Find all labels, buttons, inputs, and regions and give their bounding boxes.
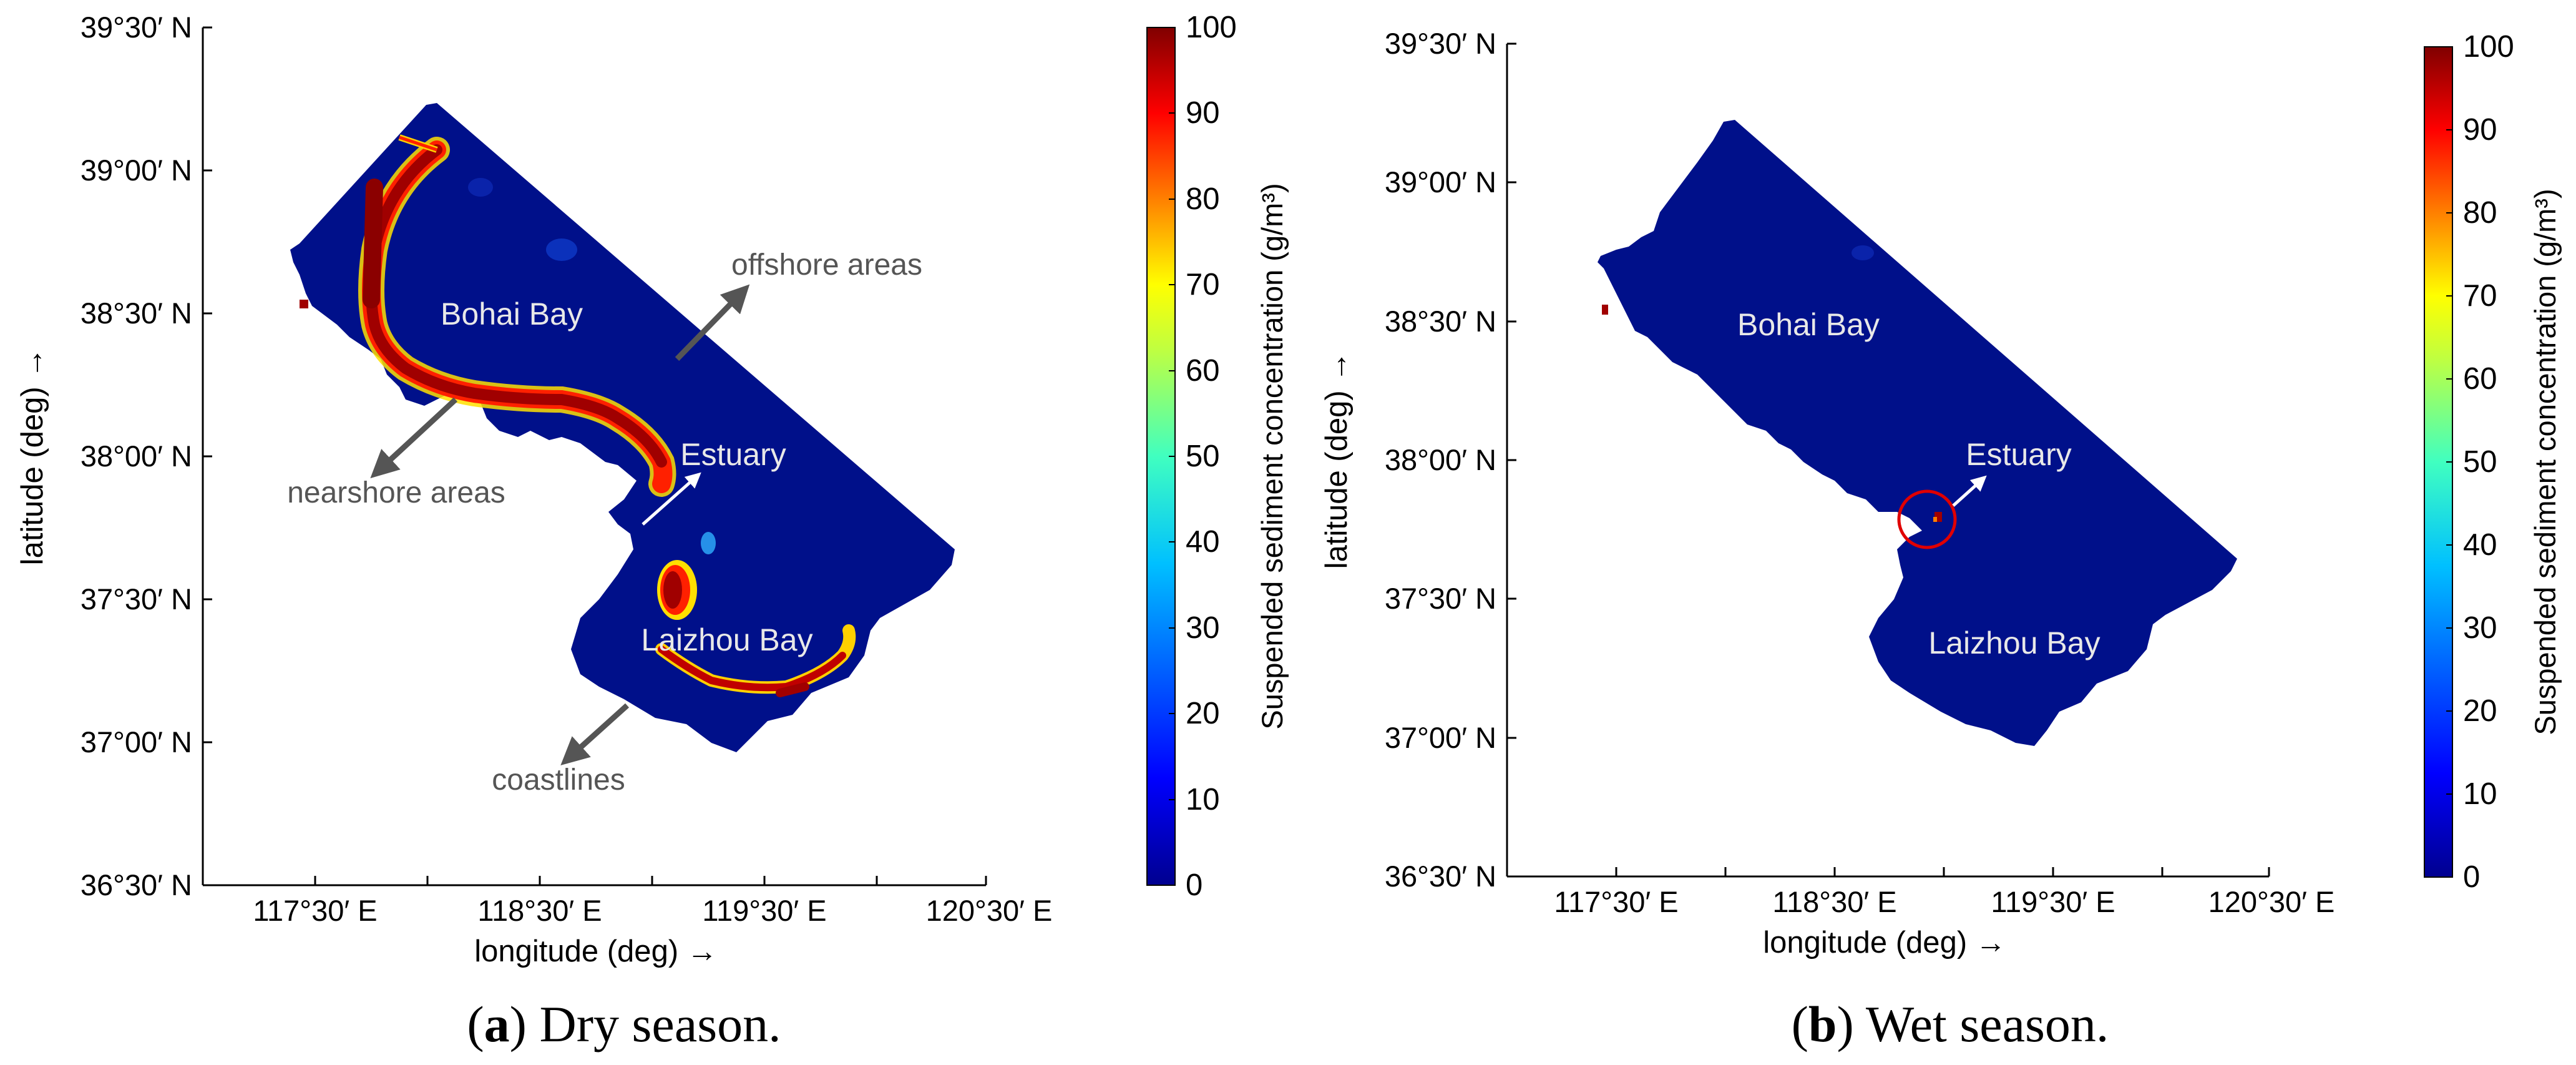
panel-b-caption: (b) Wet season.: [1792, 996, 2109, 1053]
panel-b-colorbar-label: Suspended sediment concentration (g/m³): [2529, 189, 2562, 735]
panel-a-arrow-nearshore: [370, 397, 458, 479]
panel-a-cbtick-20: 20: [1186, 697, 1220, 730]
panel-b-ytick-2: 39°00′ N: [1385, 165, 1496, 199]
panel-a-arrow-coastlines: [560, 703, 630, 766]
panel-a-ytick-6: 37°00′ N: [80, 725, 192, 758]
panel-b-label-estuary: Estuary: [1966, 437, 2072, 472]
panel-b-cbtick-50: 50: [2463, 445, 2497, 479]
panel-b-xtick-2: 118°30′ E: [1772, 885, 1896, 918]
panel-a-cbtick-80: 80: [1186, 182, 1220, 216]
panel-b-cbtick-70: 70: [2463, 279, 2497, 313]
panel-a-ytick-5: 37°30′ N: [80, 582, 192, 616]
panel-b-sea-area: [1598, 120, 2237, 746]
panel-b-cbtick-30: 30: [2463, 611, 2497, 645]
panel-a: 39°30′ N 39°00′ N 38°30′ N 38°00′ N 37°3…: [16, 11, 1289, 1053]
panel-b-cbtick-10: 10: [2463, 777, 2497, 811]
panel-b-xtick-1: 117°30′ E: [1554, 885, 1678, 918]
panel-b-cbtick-0: 0: [2463, 860, 2480, 894]
panel-b-arrow-estuary: [1952, 475, 1987, 507]
panel-a-ytick-3: 38°30′ N: [80, 297, 192, 330]
panel-a-label-estuary: Estuary: [680, 437, 786, 472]
panel-a-xtick-3: 119°30′ E: [702, 894, 826, 927]
panel-a-annot-coastlines: coastlines: [492, 763, 625, 797]
panel-b-ytick-6: 37°00′ N: [1385, 721, 1496, 754]
panel-a-cbtick-100: 100: [1186, 11, 1237, 44]
panel-a-ylabel: latitude (deg) →: [16, 348, 49, 566]
panel-a-cbtick-30: 30: [1186, 611, 1220, 645]
panel-a-cbtick-70: 70: [1186, 268, 1220, 302]
panel-a-ytick-2: 39°00′ N: [80, 154, 192, 187]
panel-b-cbtick-60: 60: [2463, 362, 2497, 396]
panel-b-ytick-5: 37°30′ N: [1385, 582, 1496, 615]
panel-b-cbtick-100: 100: [2463, 30, 2514, 64]
panel-b-map: Bohai Bay Estuary Laizhou Bay: [1598, 120, 2237, 746]
panel-b-label-bohai-bay: Bohai Bay: [1737, 307, 1880, 342]
panel-a-cbtick-60: 60: [1186, 354, 1220, 388]
panel-b: 39°30′ N 39°00′ N 38°30′ N 38°00′ N 37°3…: [1320, 27, 2562, 1053]
panel-a-annot-nearshore: nearshore areas: [287, 476, 505, 509]
panel-b-xlabel: longitude (deg) →: [1763, 926, 2006, 959]
panel-a-xtick-2: 118°30′ E: [477, 894, 602, 927]
panel-a-colorbar-label: Suspended sediment concentration (g/m³): [1256, 183, 1289, 729]
panel-a-arrow-estuary: [642, 472, 701, 526]
panel-b-ytick-1: 39°30′ N: [1385, 27, 1496, 60]
panel-a-colorbar: 100 90 80 70 60 50 40 30 20 10 0 Suspend…: [1146, 11, 1289, 902]
panel-a-caption: (a) Dry season.: [467, 996, 781, 1053]
panel-b-cbtick-80: 80: [2463, 196, 2497, 230]
panel-b-ytick-4: 38°00′ N: [1385, 443, 1496, 476]
panel-a-annot-offshore: offshore areas: [731, 248, 922, 282]
panel-a-cbtick-10: 10: [1186, 783, 1220, 817]
panel-b-cbtick-90: 90: [2463, 113, 2497, 147]
panel-a-ytick-7: 36°30′ N: [80, 868, 192, 901]
panel-b-cbtick-40: 40: [2463, 528, 2497, 562]
panel-a-ytick-1: 39°30′ N: [80, 11, 192, 44]
panel-b-ylabel: latitude (deg) →: [1320, 351, 1354, 569]
panel-b-ytick-3: 38°30′ N: [1385, 305, 1496, 338]
panel-a-label-bohai-bay: Bohai Bay: [441, 297, 583, 331]
panel-a-ytick-4: 38°00′ N: [80, 439, 192, 473]
panel-a-cbtick-0: 0: [1186, 868, 1203, 902]
panel-a-map: Bohai Bay Estuary Laizhou Bay offshore a…: [287, 103, 955, 797]
panel-a-cbtick-50: 50: [1186, 439, 1220, 473]
panel-b-colorbar: 100 90 80 70 60 50 40 30 20 10 0 Suspend…: [2424, 30, 2562, 894]
panel-b-axes: 39°30′ N 39°00′ N 38°30′ N 38°00′ N 37°3…: [1320, 27, 2334, 959]
panel-a-cbtick-90: 90: [1186, 96, 1220, 130]
panel-a-xtick-4: 120°30′ E: [926, 894, 1053, 927]
panel-b-xtick-4: 120°30′ E: [2208, 885, 2335, 918]
panel-b-cbtick-20: 20: [2463, 694, 2497, 728]
panel-b-xtick-3: 119°30′ E: [1991, 885, 2115, 918]
panel-a-arrow-offshore: [675, 284, 750, 361]
panel-a-xtick-1: 117°30′ E: [253, 894, 377, 927]
panel-a-axes: 39°30′ N 39°00′ N 38°30′ N 38°00′ N 37°3…: [16, 11, 1052, 968]
panel-b-label-laizhou-bay: Laizhou Bay: [1928, 626, 2100, 660]
panel-a-label-laizhou-bay: Laizhou Bay: [641, 622, 812, 657]
panel-b-estuary-circle: [1897, 489, 1957, 549]
panel-a-xlabel: longitude (deg) →: [474, 935, 718, 968]
panel-b-ytick-7: 36°30′ N: [1385, 860, 1496, 893]
panel-a-cbtick-40: 40: [1186, 525, 1220, 559]
